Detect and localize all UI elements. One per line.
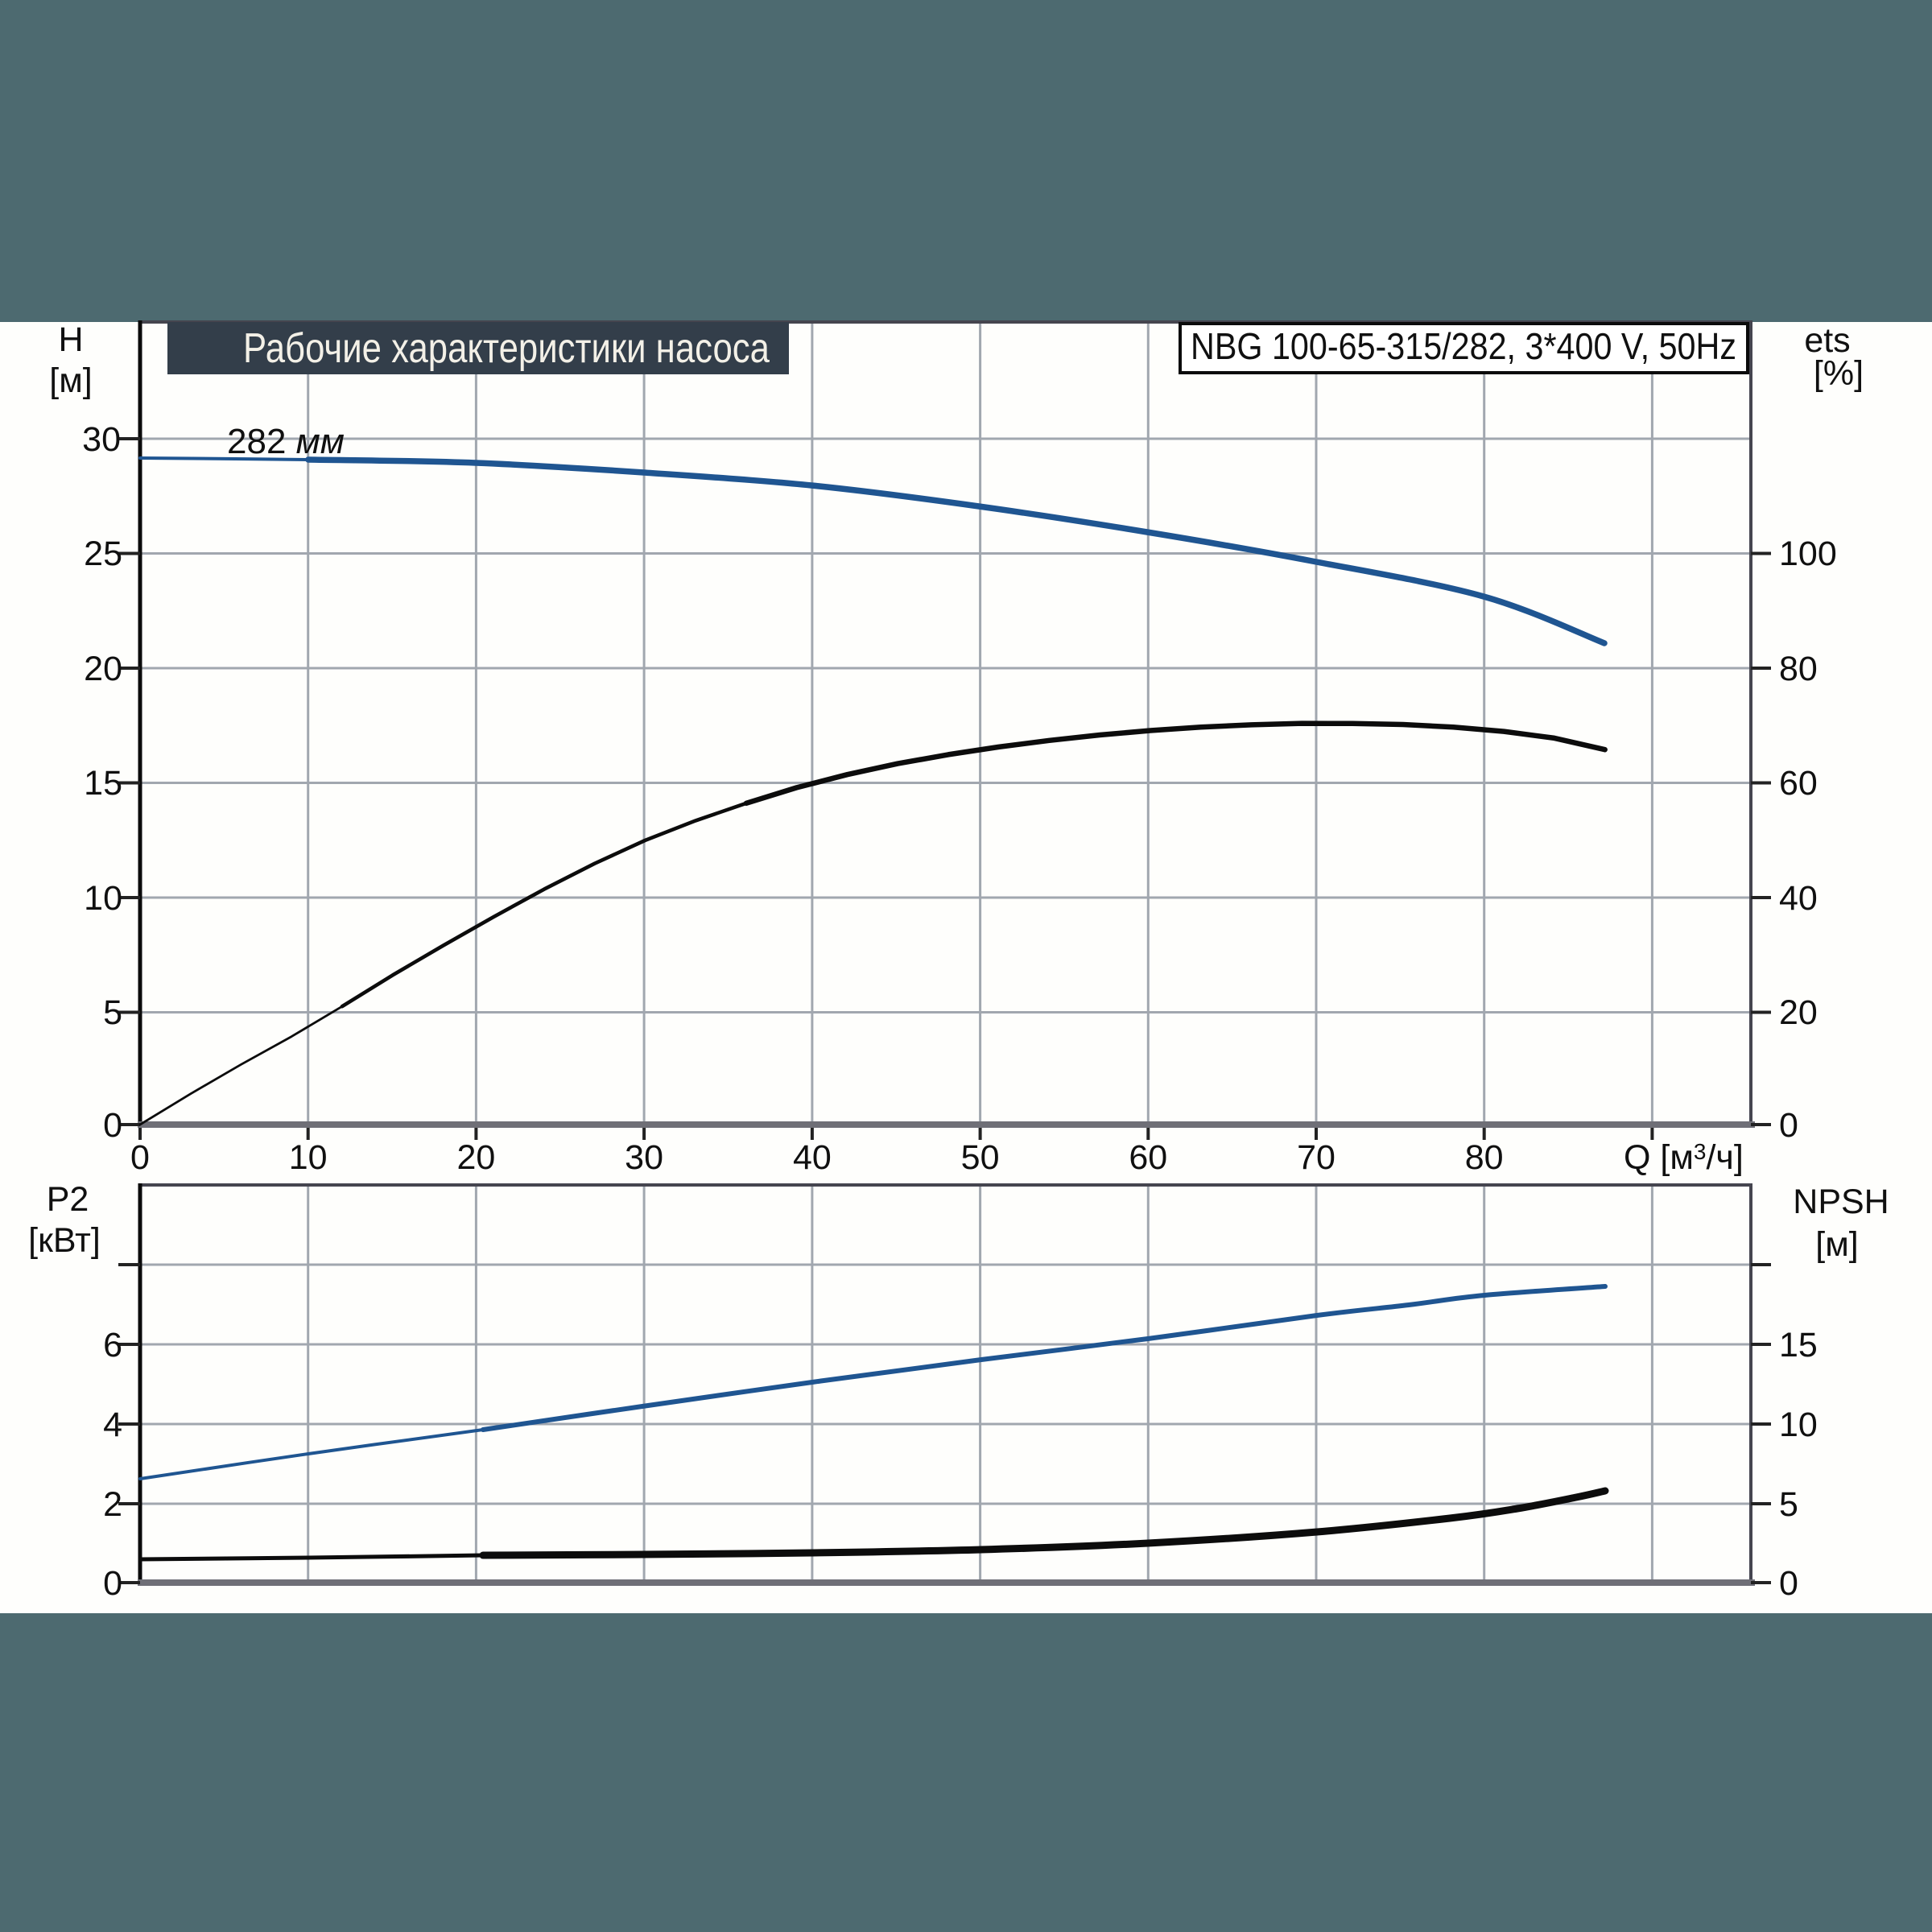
svg-text:6: 6 <box>103 1326 122 1364</box>
svg-text:80: 80 <box>1779 650 1818 688</box>
svg-text:60: 60 <box>1779 764 1818 803</box>
svg-text:10: 10 <box>84 879 122 918</box>
svg-text:15: 15 <box>84 764 122 803</box>
svg-text:40: 40 <box>1779 879 1818 918</box>
svg-text:0: 0 <box>130 1138 150 1177</box>
svg-text:15: 15 <box>1779 1326 1818 1364</box>
svg-text:0: 0 <box>1779 1564 1798 1603</box>
svg-text:[%]: [%] <box>1814 354 1864 393</box>
svg-text:20: 20 <box>84 650 122 688</box>
svg-text:5: 5 <box>1779 1485 1798 1524</box>
svg-text:5: 5 <box>103 993 122 1032</box>
svg-text:10: 10 <box>289 1138 328 1177</box>
svg-text:H: H <box>58 320 83 359</box>
svg-text:10: 10 <box>1779 1406 1818 1444</box>
svg-text:60: 60 <box>1129 1138 1167 1177</box>
svg-text:20: 20 <box>1779 993 1818 1032</box>
svg-text:ets: ets <box>1804 321 1850 360</box>
svg-text:0: 0 <box>1779 1106 1798 1145</box>
svg-text:[кВт]: [кВт] <box>28 1221 101 1260</box>
svg-text:70: 70 <box>1297 1138 1335 1177</box>
svg-text:P2: P2 <box>47 1180 89 1219</box>
svg-text:80: 80 <box>1465 1138 1504 1177</box>
svg-text:0: 0 <box>103 1106 122 1145</box>
svg-text:0: 0 <box>103 1564 122 1603</box>
svg-text:100: 100 <box>1779 535 1837 573</box>
svg-text:NBG 100-65-315/282, 3*400 V, 5: NBG 100-65-315/282, 3*400 V, 50Hz <box>1191 325 1736 367</box>
svg-text:2: 2 <box>103 1485 122 1524</box>
svg-text:20: 20 <box>456 1138 495 1177</box>
svg-text:30: 30 <box>82 420 121 459</box>
svg-text:50: 50 <box>961 1138 1000 1177</box>
svg-text:[м]: [м] <box>49 361 92 400</box>
svg-text:Рабочие характеристики насоса: Рабочие характеристики насоса <box>243 325 770 372</box>
svg-text:40: 40 <box>793 1138 832 1177</box>
svg-text:25: 25 <box>84 535 122 573</box>
svg-text:NPSH: NPSH <box>1793 1183 1889 1221</box>
svg-text:282 мм: 282 мм <box>227 422 345 461</box>
svg-text:30: 30 <box>625 1138 663 1177</box>
svg-text:4: 4 <box>103 1406 122 1444</box>
svg-text:[м]: [м] <box>1815 1225 1858 1264</box>
svg-text:Q [м3/ч]: Q [м3/ч] <box>1624 1138 1744 1177</box>
